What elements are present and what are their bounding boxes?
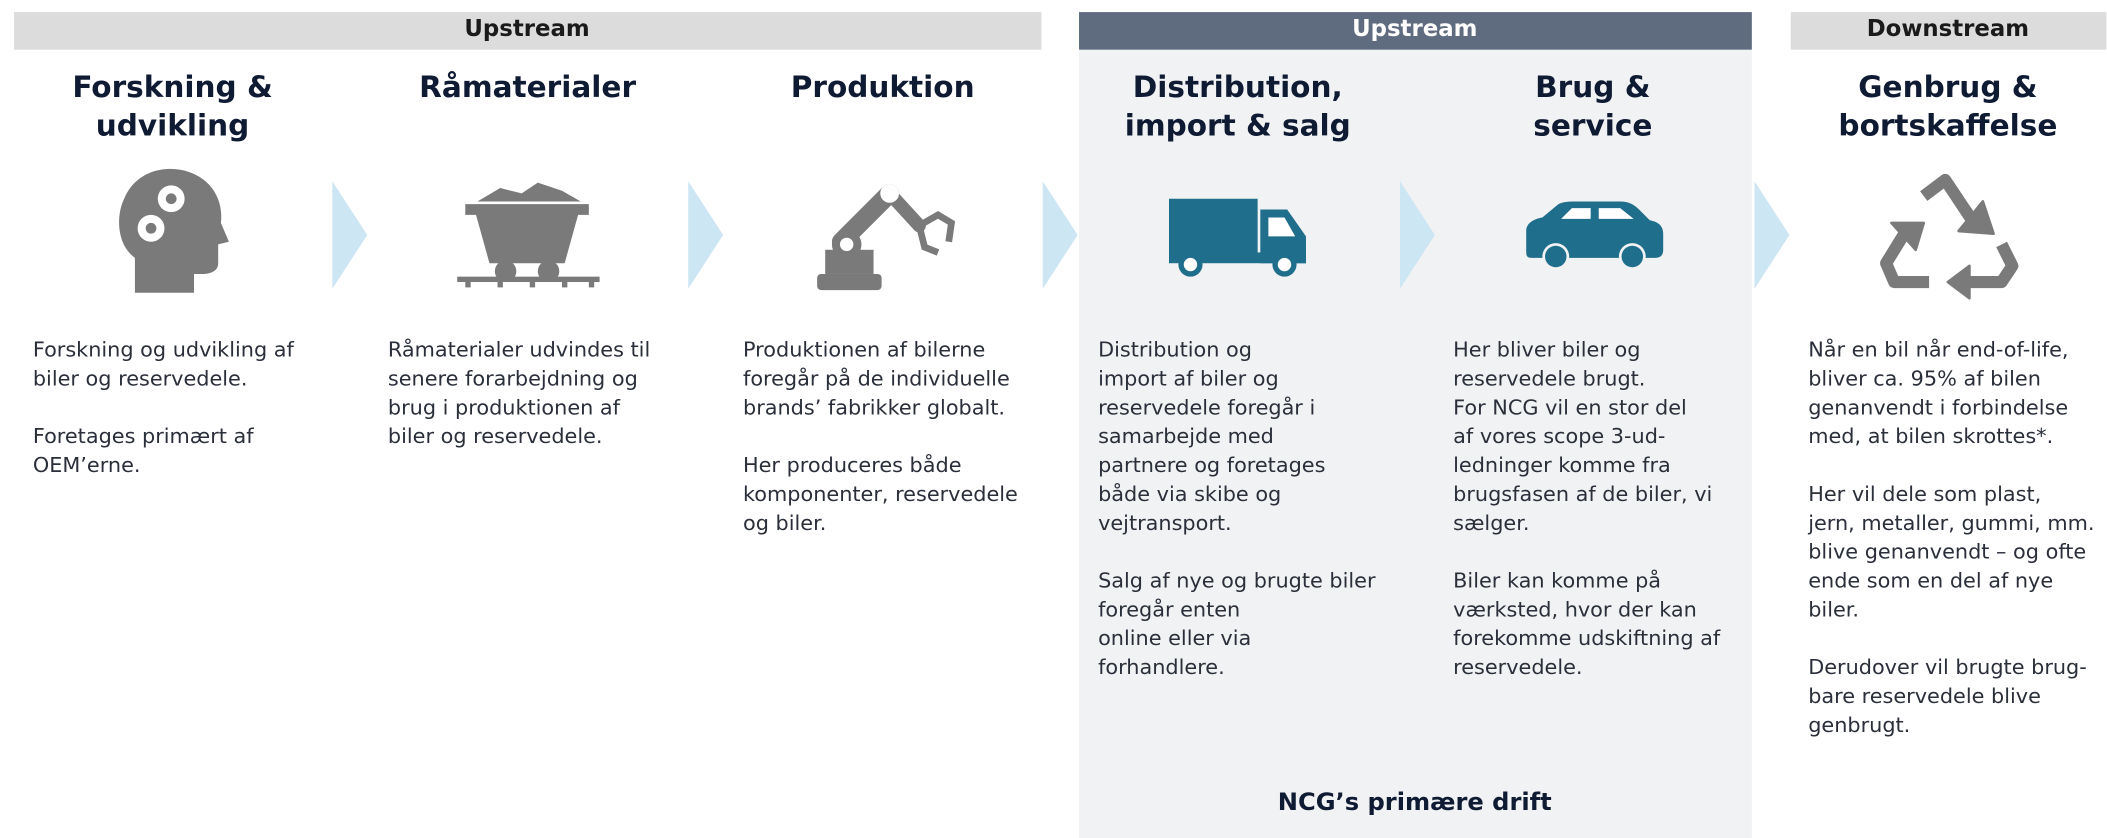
description-line: og biler. (743, 511, 826, 535)
chevron (688, 181, 724, 289)
description-line: Biler kan komme på (1453, 567, 1661, 592)
description-line: OEM’erne. (33, 453, 141, 477)
description-line: både via skibe og (1098, 481, 1281, 506)
description-line: vejtransport. (1098, 511, 1232, 535)
description-line: reservedele foregår i (1098, 394, 1315, 419)
icon-recycle (1880, 173, 2019, 300)
description-line: forekomme udskiftning af (1453, 626, 1721, 650)
column-title: bortskaffelse (1838, 108, 2057, 142)
chevron (332, 181, 368, 289)
description-line: brugsfasen af de biler, vi (1453, 482, 1712, 506)
column-title: udvikling (96, 108, 250, 142)
icon-mining (457, 182, 600, 288)
description-line: foregår enten (1098, 596, 1240, 621)
icon-research (119, 168, 229, 293)
description-line: Distribution og (1098, 338, 1252, 362)
description-line: Derudover vil brugte brug- (1808, 655, 2087, 679)
description-line: Når en bil når end-of-life, (1808, 337, 2068, 362)
description-line: senere forarbejdning og (388, 366, 638, 390)
column-title: Råmaterialer (419, 69, 636, 104)
icon-car (1526, 201, 1664, 270)
description-line: foregår på de individuelle (743, 365, 1010, 390)
description-line: Her bliver biler og (1453, 338, 1640, 362)
column-title: Produktion (791, 70, 975, 104)
description-line: genbrugt. (1808, 713, 1910, 737)
description-line: Her vil dele som plast, (1808, 482, 2041, 506)
description-line: Forskning og udvikling af (33, 338, 295, 362)
header-label: Downstream (1867, 16, 2029, 42)
description-line: online eller via (1098, 626, 1251, 650)
description-line: Råmaterialer udvindes til (388, 337, 650, 362)
arrows (332, 181, 1790, 289)
column-title: Forskning & (72, 70, 272, 104)
column-title: Brug & (1535, 70, 1650, 104)
description-line: Her produceres både (743, 452, 962, 477)
description-line: partnere og foretages (1098, 453, 1325, 477)
description-line: import af biler og (1098, 366, 1279, 390)
description-line: biler og reservedele. (33, 366, 248, 390)
column-title: Genbrug & (1858, 70, 2037, 104)
description-line: forhandlere. (1098, 655, 1225, 679)
description-line: Produktionen af bilerne (743, 338, 985, 362)
description-line: komponenter, reservedele (743, 482, 1018, 506)
chevron (1399, 181, 1435, 289)
description-line: brands’ fabrikker globalt. (743, 395, 1005, 419)
header-label: Upstream (464, 16, 589, 42)
description-line: Salg af nye og brugte biler (1098, 568, 1376, 592)
description-line: blive genanvendt – og ofte (1808, 540, 2086, 564)
description-line: brug i produktionen af (388, 395, 621, 419)
description-line: bliver ca. 95% af bilen (1808, 366, 2041, 390)
column-title: Distribution, (1133, 70, 1343, 104)
description-line: sælger. (1453, 511, 1529, 535)
description-line: genanvendt i forbindelse (1808, 395, 2068, 419)
description-line: jern, metaller, gummi, mm. (1807, 511, 2094, 535)
description-line: For NCG vil en stor del (1453, 395, 1687, 419)
header-band (1790, 12, 2107, 50)
description-line: med, at bilen skrottes*. (1808, 424, 2053, 448)
footer-label: NCG’s primære drift (1278, 788, 1552, 816)
column-title: import & salg (1125, 108, 1351, 142)
description-line: samarbejde med (1098, 424, 1274, 448)
chevron (1754, 181, 1790, 289)
description-line: biler og reservedele. (388, 424, 603, 448)
description-line: værksted, hvor der kan (1453, 597, 1697, 621)
description-line: Foretages primært af (33, 424, 254, 448)
description-line: reservedele brugt. (1453, 366, 1645, 390)
icon-truck (1168, 198, 1306, 277)
primary-panel (1079, 49, 1752, 838)
header-band (14, 12, 1042, 50)
column-title: service (1533, 108, 1652, 142)
header-label: Upstream (1352, 16, 1477, 42)
description-line: ledninger komme fra (1453, 453, 1671, 477)
description-line: af vores scope 3-ud- (1453, 424, 1665, 448)
description-line: ende som en del af nye (1808, 568, 2053, 592)
header-band (1079, 12, 1752, 50)
description-line: biler. (1808, 597, 1859, 621)
chevron (1042, 181, 1078, 289)
description-line: reservedele. (1453, 655, 1582, 679)
description-line: bare reservedele blive (1808, 684, 2041, 708)
icon-robot (817, 183, 956, 291)
